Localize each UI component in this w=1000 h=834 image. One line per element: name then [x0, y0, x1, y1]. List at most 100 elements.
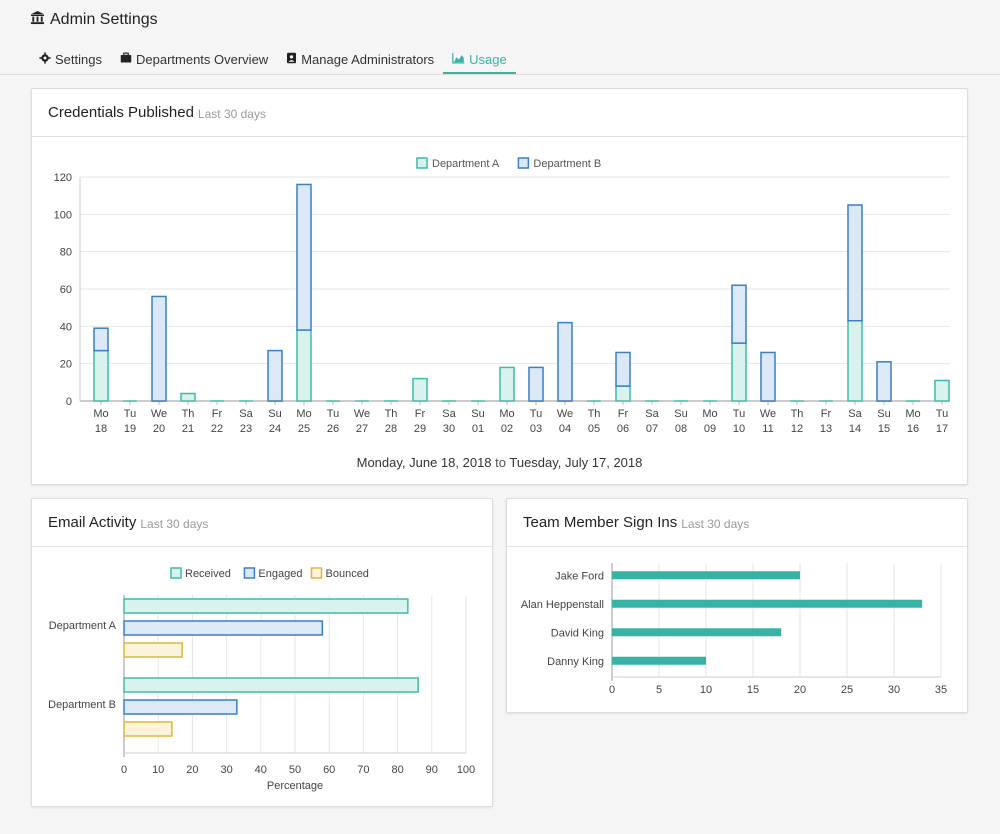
panel-subtitle: Last 30 days	[197, 106, 266, 121]
credentials-bar-chart: Department A Department B020406080100120M…	[54, 157, 950, 435]
legend-label: Bounced	[326, 568, 369, 580]
y-tick-label: 120	[54, 172, 72, 184]
team-sign-ins-panel: Team Member Sign Ins Last 30 days 0 5 10 15…	[506, 498, 968, 713]
x-tick-label: Su	[471, 408, 484, 420]
panel-title: Email Activity	[48, 514, 137, 531]
x-tick-label: Tu	[327, 408, 339, 420]
x-tick-label: 02	[501, 423, 513, 435]
bar-department-a	[847, 319, 863, 402]
bar-department-b	[528, 366, 544, 402]
x-tick-label: Fr	[415, 408, 426, 420]
bar-department-b	[151, 295, 167, 402]
bar-received	[123, 677, 419, 693]
legend-swatch	[416, 157, 428, 169]
y-tick-label: 60	[60, 284, 72, 296]
x-tick-label: 03	[530, 423, 542, 435]
bar-received	[123, 598, 409, 614]
x-tick-label: We	[354, 408, 370, 420]
bar-sign-ins	[612, 656, 706, 665]
x-tick-label: 28	[385, 423, 397, 435]
bar-department-b	[615, 351, 631, 387]
legend-label: Department A	[432, 158, 500, 170]
x-tick-label: Tu	[530, 408, 542, 420]
x-tick-label: 06	[617, 423, 629, 435]
x-tick-label: Sa	[848, 408, 862, 420]
bar-department-a	[499, 366, 515, 402]
x-tick-label: Th	[182, 408, 195, 420]
x-tick-label: We	[557, 408, 573, 420]
email-activity-chart: Received Engaged Bounced 0 10 20 30 40 50 60 70 80 9…	[48, 567, 475, 792]
bar-sign-ins	[612, 571, 800, 580]
bank-icon	[30, 10, 50, 30]
sign-ins-chart: 0 5 10 15 20 25 30 35 Jake Ford Alan Heppenstall D…	[521, 563, 947, 696]
x-tick-label: Fr	[821, 408, 832, 420]
x-tick-label: 08	[675, 423, 687, 435]
date-from: Monday, June 18, 2018	[356, 455, 492, 470]
x-tick-label: 10	[152, 764, 164, 776]
y-tick-label: 20	[60, 359, 72, 371]
tab-settings[interactable]: Settings	[30, 46, 111, 72]
bar-sign-ins	[612, 599, 923, 608]
x-tick-label: 13	[820, 423, 832, 435]
tab-label: Usage	[469, 51, 507, 67]
y-tick-label: 40	[60, 321, 72, 333]
x-tick-label: 60	[323, 764, 335, 776]
credentials-published-panel: Credentials Published Last 30 days Depar…	[31, 88, 968, 485]
panel-title: Credentials Published	[48, 104, 194, 121]
x-tick-label: 29	[414, 423, 426, 435]
bar-sign-ins	[612, 628, 782, 637]
x-tick-label: 100	[457, 764, 475, 776]
bar-department-b	[876, 361, 892, 402]
bar-department-b	[557, 321, 573, 402]
x-tick-label: 16	[907, 423, 919, 435]
id-badge-icon	[286, 52, 301, 67]
x-tick-label: 23	[240, 423, 252, 435]
y-tick-label: 0	[66, 396, 72, 408]
x-tick-label: 17	[936, 423, 948, 435]
tab-usage[interactable]: Usage	[443, 46, 516, 74]
x-tick-label: 30	[220, 764, 232, 776]
x-tick-label: We	[151, 408, 167, 420]
x-tick-label: Sa	[645, 408, 659, 420]
x-tick-label: 20	[794, 684, 806, 696]
y-category-label: Jake Ford	[555, 570, 604, 582]
page-title: Admin Settings	[30, 10, 158, 30]
top-bar: Admin Settings Settings Departments Over…	[0, 0, 1000, 75]
x-tick-label: Mo	[905, 408, 920, 420]
tab-departments-overview[interactable]: Departments Overview	[111, 46, 277, 72]
briefcase-icon	[120, 52, 136, 67]
x-tick-label: Fr	[212, 408, 223, 420]
bar-department-b	[267, 349, 283, 402]
bar-engaged	[123, 699, 238, 715]
x-tick-label: 07	[646, 423, 658, 435]
bar-department-a	[934, 379, 950, 402]
x-tick-label: 22	[211, 423, 223, 435]
legend-swatch	[517, 157, 530, 169]
x-tick-label: 50	[289, 764, 301, 776]
date-range: Monday, June 18, 2018 to Tuesday, July 1…	[32, 455, 967, 470]
legend-label: Received	[185, 568, 231, 580]
bar-department-b	[296, 183, 312, 331]
y-category-label: Department B	[48, 699, 116, 711]
y-category-label: Department A	[49, 620, 117, 632]
bar-engaged	[123, 620, 324, 636]
bar-department-b	[847, 204, 863, 322]
date-to-word: to	[495, 455, 506, 470]
legend-swatch	[310, 567, 323, 579]
bar-department-b	[731, 284, 747, 344]
bar-department-b	[760, 351, 776, 402]
tab-label: Settings	[55, 51, 102, 67]
tab-manage-administrators[interactable]: Manage Administrators	[277, 46, 443, 72]
x-tick-label: 30	[443, 423, 455, 435]
x-tick-label: 0	[609, 684, 615, 696]
app-title-text: Admin Settings	[50, 11, 158, 28]
x-tick-label: 35	[935, 684, 947, 696]
x-tick-label: 21	[182, 423, 194, 435]
x-tick-label: 01	[472, 423, 484, 435]
chart-legend: Received Engaged Bounced	[170, 567, 369, 580]
x-tick-label: 25	[841, 684, 853, 696]
tab-bar: Settings Departments Overview Manage Adm…	[30, 46, 516, 74]
x-tick-label: 26	[327, 423, 339, 435]
legend-label: Department B	[533, 158, 601, 170]
x-tick-label: 09	[704, 423, 716, 435]
